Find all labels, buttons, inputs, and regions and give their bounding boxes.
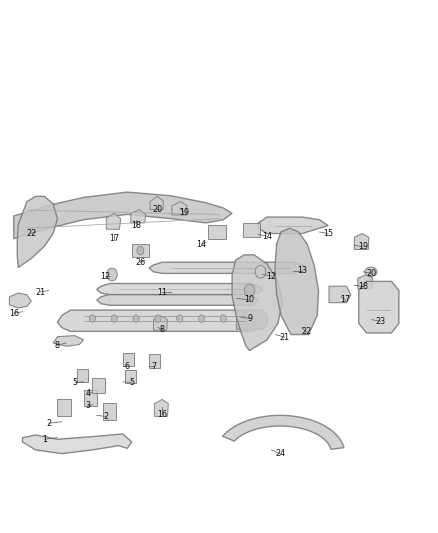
Polygon shape	[149, 262, 306, 273]
Circle shape	[89, 315, 95, 322]
Text: 5: 5	[72, 378, 78, 387]
Text: 5: 5	[129, 378, 134, 387]
Text: 17: 17	[109, 235, 119, 244]
Text: 13: 13	[297, 266, 307, 275]
Polygon shape	[97, 284, 263, 295]
Text: 26: 26	[135, 259, 145, 267]
Circle shape	[255, 265, 266, 278]
Text: 8: 8	[55, 341, 60, 350]
Text: 23: 23	[375, 317, 385, 326]
Polygon shape	[132, 244, 149, 257]
Text: 24: 24	[275, 449, 285, 458]
Polygon shape	[154, 399, 168, 416]
Polygon shape	[77, 368, 88, 382]
Polygon shape	[57, 399, 71, 416]
Text: 20: 20	[367, 269, 377, 278]
Circle shape	[133, 315, 139, 322]
Circle shape	[220, 315, 226, 322]
Text: 11: 11	[157, 287, 167, 296]
Circle shape	[137, 246, 144, 255]
Text: 14: 14	[197, 240, 207, 249]
Polygon shape	[258, 217, 328, 233]
Text: 4: 4	[85, 389, 91, 398]
Ellipse shape	[365, 267, 377, 277]
Polygon shape	[97, 294, 258, 305]
Text: 9: 9	[247, 314, 252, 323]
Text: 19: 19	[179, 208, 189, 217]
Polygon shape	[10, 293, 31, 308]
Circle shape	[198, 315, 205, 322]
Text: 16: 16	[9, 309, 19, 318]
Polygon shape	[359, 281, 399, 333]
Polygon shape	[149, 354, 160, 368]
Text: 12: 12	[266, 272, 276, 280]
Text: 2: 2	[103, 412, 108, 421]
Text: 18: 18	[131, 221, 141, 230]
Text: 21: 21	[279, 333, 290, 342]
Text: 1: 1	[42, 435, 47, 444]
Polygon shape	[150, 196, 163, 209]
Polygon shape	[243, 223, 261, 237]
Text: 14: 14	[262, 232, 272, 241]
Polygon shape	[358, 274, 373, 289]
Polygon shape	[123, 353, 134, 367]
Text: 12: 12	[100, 272, 110, 280]
Text: 16: 16	[157, 410, 167, 419]
Circle shape	[177, 315, 183, 322]
Polygon shape	[106, 213, 121, 229]
Circle shape	[155, 315, 161, 322]
Text: 21: 21	[35, 287, 45, 296]
Text: 19: 19	[358, 243, 368, 252]
Text: 22: 22	[26, 229, 36, 238]
Polygon shape	[208, 225, 226, 239]
Polygon shape	[103, 402, 117, 419]
Polygon shape	[354, 233, 369, 249]
Text: 20: 20	[153, 205, 163, 214]
Polygon shape	[53, 336, 84, 346]
Polygon shape	[57, 310, 267, 332]
Polygon shape	[153, 316, 167, 330]
Polygon shape	[172, 201, 187, 215]
Polygon shape	[125, 369, 136, 383]
Polygon shape	[329, 286, 351, 303]
Polygon shape	[84, 390, 97, 406]
Text: 3: 3	[85, 401, 91, 410]
Text: 17: 17	[341, 295, 351, 304]
Circle shape	[107, 268, 117, 281]
Polygon shape	[17, 196, 57, 268]
Text: 6: 6	[125, 362, 130, 371]
Polygon shape	[131, 209, 146, 223]
Circle shape	[111, 315, 117, 322]
Circle shape	[244, 284, 255, 297]
Text: 18: 18	[358, 282, 368, 291]
Text: 2: 2	[46, 419, 51, 428]
Polygon shape	[14, 192, 232, 239]
Text: 10: 10	[244, 295, 254, 304]
Text: 15: 15	[323, 229, 333, 238]
Text: 22: 22	[301, 327, 311, 336]
Polygon shape	[22, 434, 132, 454]
Polygon shape	[223, 415, 344, 449]
Polygon shape	[275, 228, 318, 335]
Text: 7: 7	[151, 362, 156, 371]
Polygon shape	[237, 310, 267, 329]
Polygon shape	[92, 378, 106, 393]
Polygon shape	[232, 255, 283, 351]
Text: 8: 8	[160, 325, 165, 334]
